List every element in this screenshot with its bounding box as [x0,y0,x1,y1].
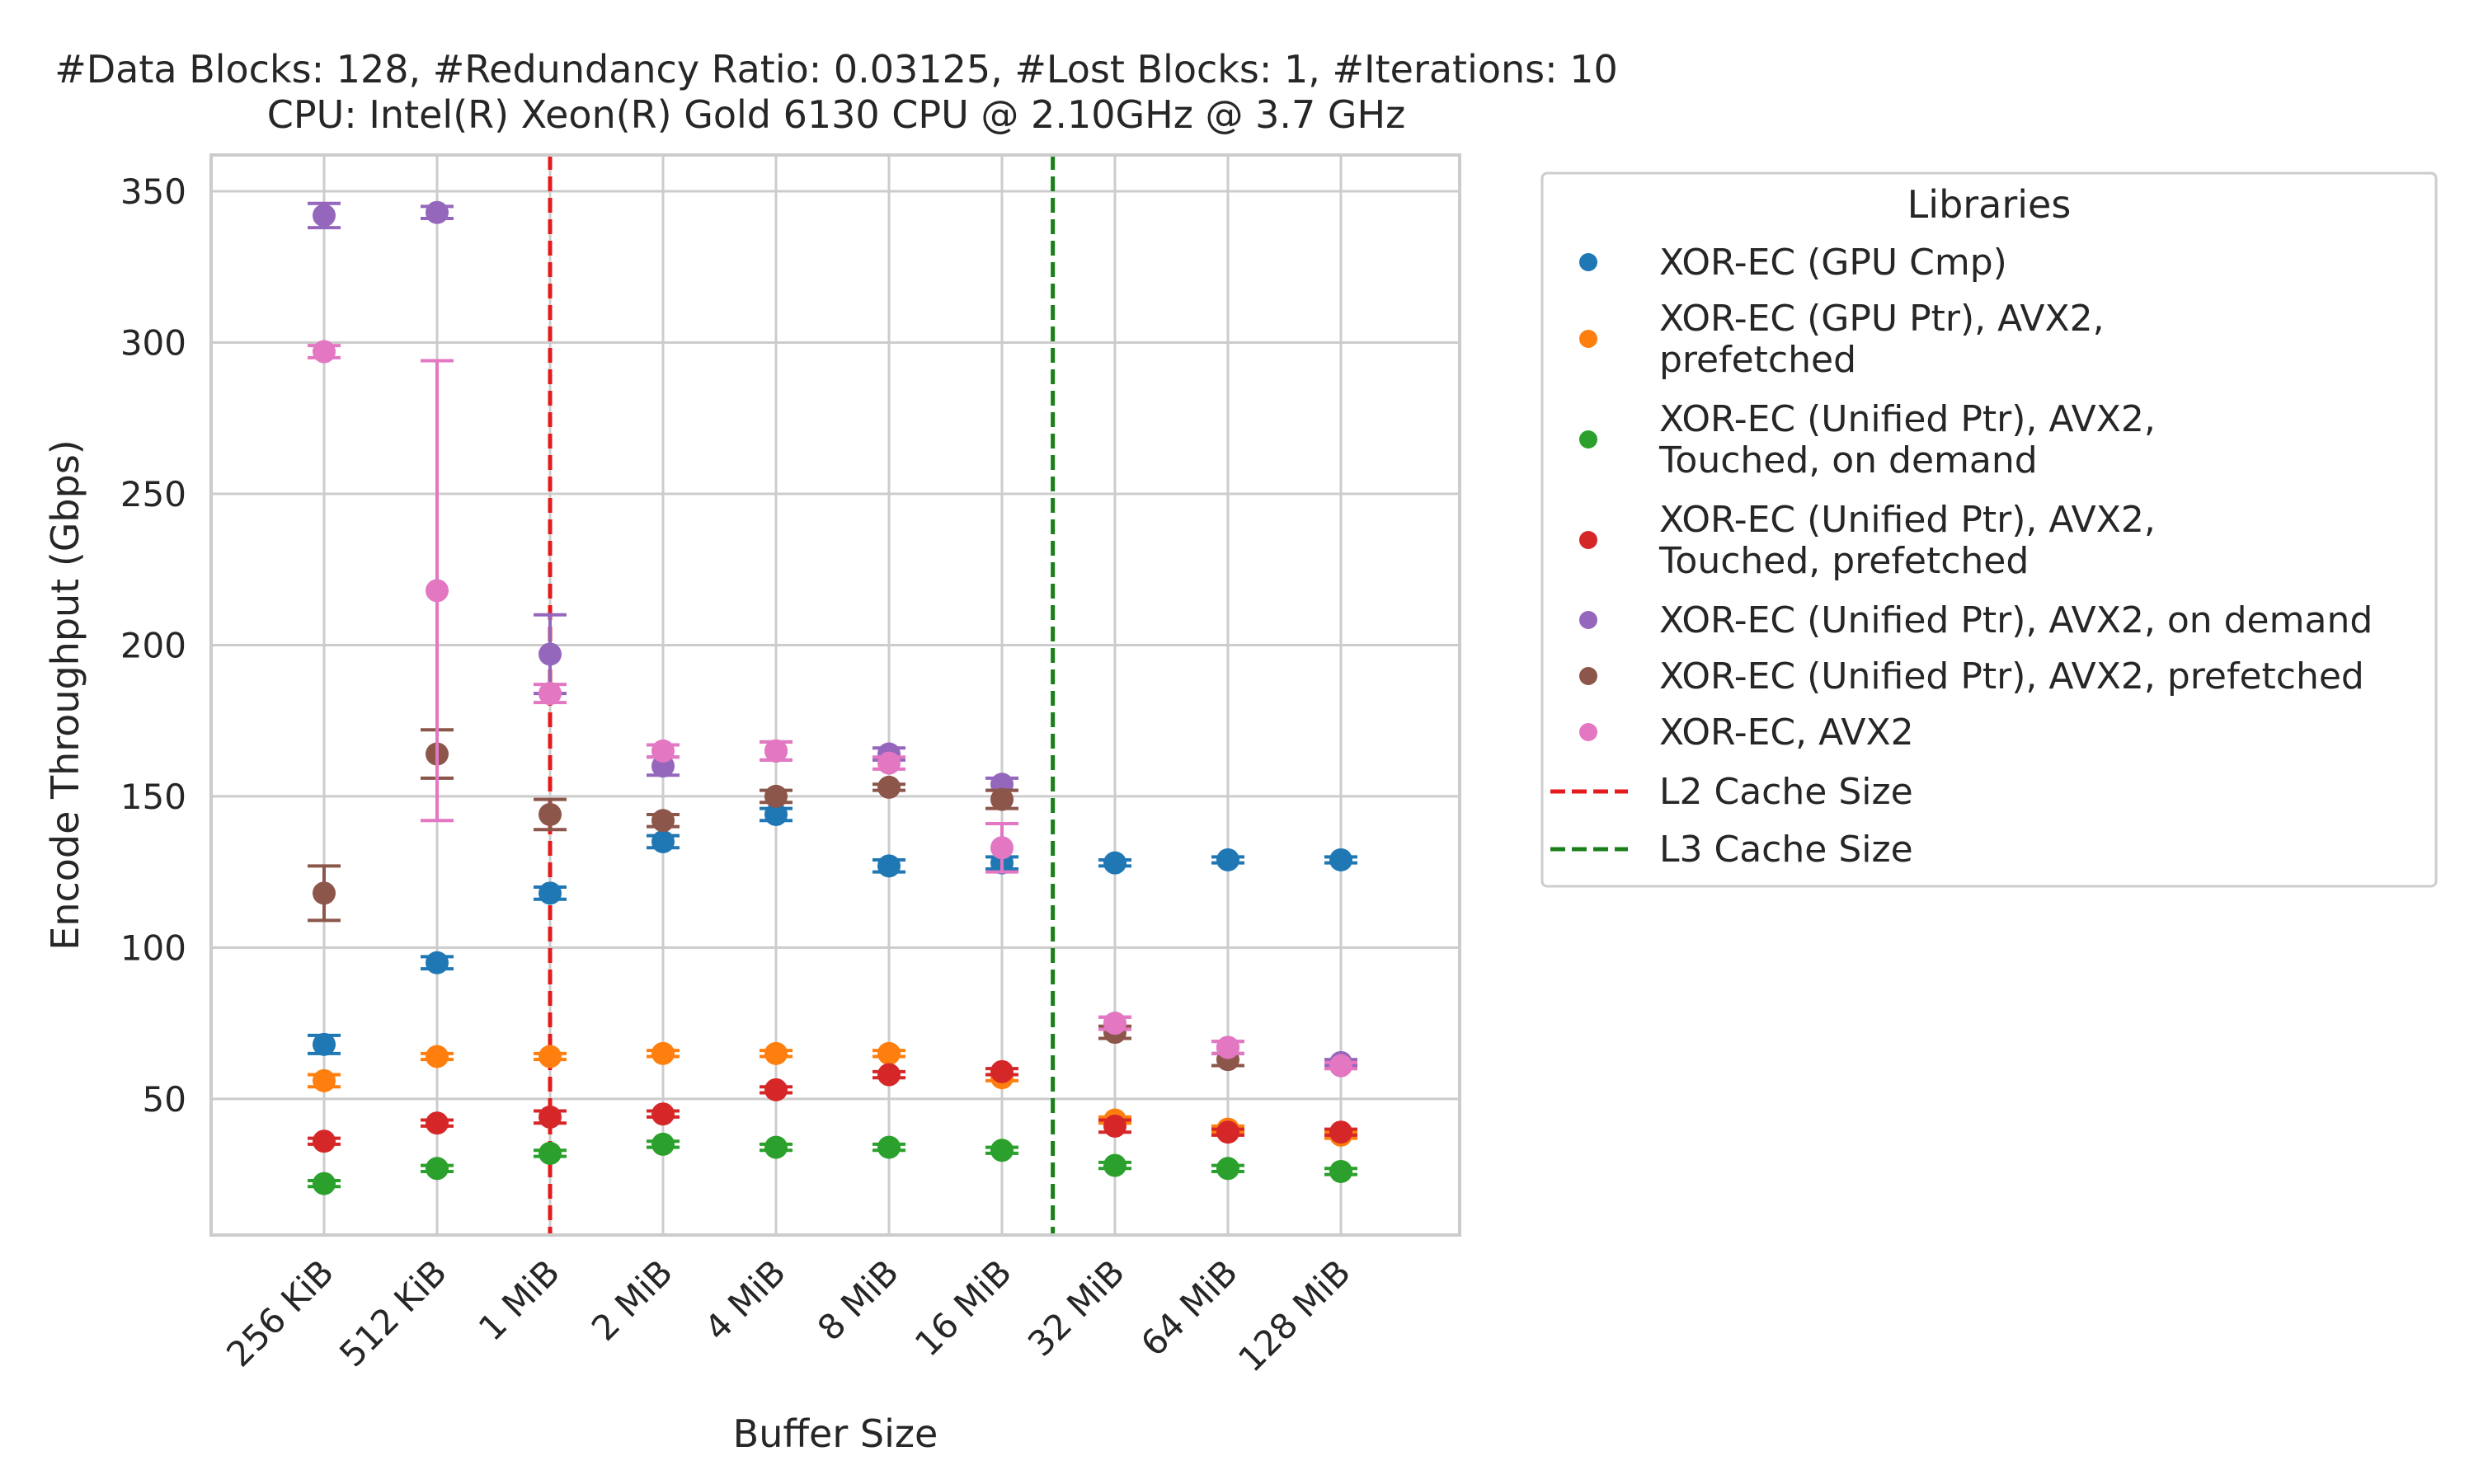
data-point [426,1045,449,1068]
chart-title-line-2: CPU: Intel(R) Xeon(R) Gold 6130 CPU @ 2.… [267,92,1406,137]
legend-label: L3 Cache Size [1659,829,1913,871]
data-point [990,787,1014,811]
data-point [1216,848,1239,871]
data-point [764,739,788,763]
legend-frame [1540,171,2438,888]
legend-marker [1579,253,1597,271]
legend-marker [1579,330,1597,348]
data-point [877,1063,901,1087]
legend: Libraries XOR-EC (GPU Cmp) XOR-EC (GPU Pt… [1540,171,2438,888]
data-point [1329,848,1352,871]
data-point [1216,1120,1239,1144]
data-point [1329,1054,1352,1078]
data-point [1103,851,1126,875]
data-point [313,204,336,228]
legend-marker [1579,667,1597,685]
data-point [877,751,901,775]
data-point [539,682,562,706]
legend-marker [1579,723,1597,741]
y-axis-ticks: 50 100 150 200 250 300 350 [120,171,186,1120]
y-tick-label: 350 [120,171,186,212]
legend-label: XOR-EC (Unified Ptr), AVX2, Touched, pref… [1658,499,2156,582]
legend-label: XOR-EC (GPU Cmp) [1659,242,2007,284]
legend-marker [1579,611,1597,629]
data-point [539,642,562,666]
legend-label: XOR-EC (GPU Ptr), AVX2, prefetched [1659,298,2105,381]
data-point [426,579,449,603]
legend-label: XOR-EC (Unified Ptr), AVX2, prefetched [1659,655,2364,697]
data-point [313,340,336,364]
legend-label: XOR-EC (Unified Ptr), AVX2, Touched, on d… [1658,398,2156,481]
data-point [539,1045,562,1068]
legend-label: XOR-EC (Unified Ptr), AVX2, on demand [1659,599,2373,641]
data-point [651,1041,675,1065]
data-point [651,829,675,853]
data-point [990,1059,1014,1083]
series-group [308,340,1357,1078]
data-point [313,1172,336,1195]
data-point [990,836,1014,860]
data-point [764,1041,788,1065]
y-tick-label: 200 [120,625,186,665]
y-tick-label: 50 [143,1079,186,1120]
data-point [1329,1159,1352,1183]
data-point [764,802,788,826]
x-axis-label: Buffer Size [733,1411,938,1456]
data-point [651,739,675,763]
data-point [313,1068,336,1092]
data-point [764,1078,788,1101]
y-axis-label: Encode Throughput (Gbps) [43,439,87,951]
data-point [877,775,901,799]
data-point [877,854,901,878]
data-point [1329,1120,1352,1144]
data-point [764,784,788,808]
data-point [1103,1012,1126,1036]
data-point [990,1139,1014,1162]
data-point [313,1032,336,1056]
data-point [1216,1036,1239,1059]
chart-title-line-1: #Data Blocks: 128, #Redundancy Ratio: 0.… [54,47,1618,92]
data-point [651,809,675,833]
data-point [426,1111,449,1135]
y-tick-label: 300 [120,323,186,364]
y-tick-label: 250 [120,474,186,514]
data-point [426,951,449,974]
series-group [308,1132,1357,1195]
data-point [539,1105,562,1129]
data-point [877,1135,901,1159]
legend-title: Libraries [1907,182,2072,227]
y-tick-label: 150 [120,777,186,817]
data-point [877,1041,901,1065]
data-point [764,1135,788,1159]
data-point [313,1129,336,1153]
data-point [313,881,336,905]
series-group [308,802,1357,1056]
data-marks [308,200,1357,1195]
data-point [1103,1153,1126,1177]
legend-entries: XOR-EC (GPU Cmp) XOR-EC (GPU Ptr), AVX2, p… [1550,242,2373,871]
data-point [651,1102,675,1126]
data-point [426,200,449,224]
data-point [1216,1157,1239,1181]
legend-marker [1579,531,1597,549]
y-tick-label: 100 [120,928,186,968]
legend-label: XOR-EC, AVX2 [1659,711,1914,754]
data-point [539,802,562,826]
data-point [539,881,562,905]
plot-frame [209,153,1461,1237]
data-point [651,1132,675,1156]
data-point [1103,1114,1126,1138]
data-point [426,1157,449,1181]
legend-marker [1579,430,1597,448]
data-point [539,1141,562,1165]
legend-label: L2 Cache Size [1659,771,1913,813]
series-group [308,1059,1357,1153]
